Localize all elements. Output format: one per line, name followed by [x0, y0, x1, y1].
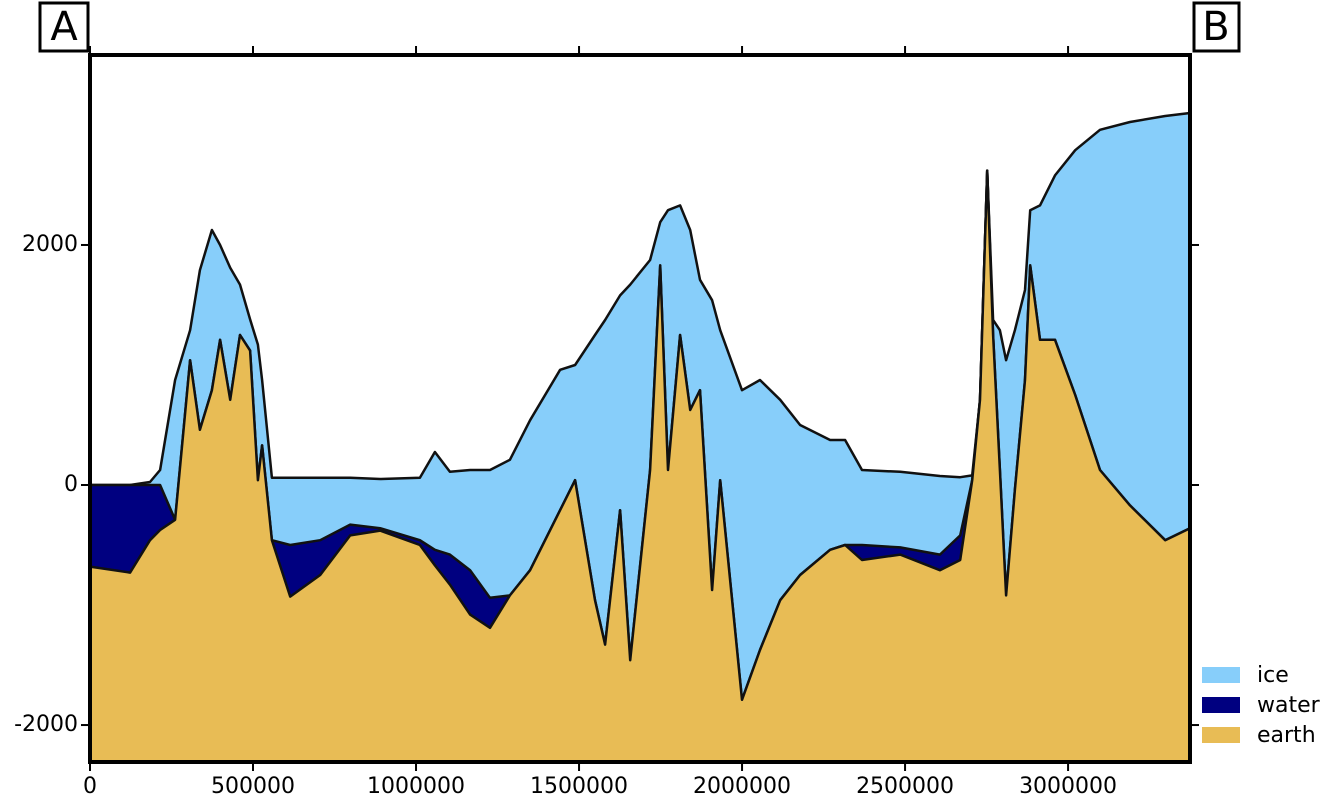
label-box — [1192, 1, 1241, 53]
legend-swatch — [1202, 667, 1240, 683]
legend-label: ice — [1257, 663, 1289, 688]
legend-label: water — [1257, 693, 1321, 718]
x-tick-label: 500000 — [211, 774, 295, 799]
end-label: B — [1202, 4, 1229, 50]
legend-label: earth — [1257, 723, 1316, 748]
x-tick-label: 1000000 — [367, 774, 465, 799]
y-tick-label: 2000 — [22, 232, 78, 257]
areas — [88, 111, 1192, 764]
x-tick-label: 1500000 — [530, 774, 628, 799]
x-tick-label: 2500000 — [856, 774, 954, 799]
legend-swatch — [1202, 697, 1240, 713]
y-tick-label: -2000 — [14, 712, 78, 737]
area — [88, 169, 1192, 764]
x-tick-label: 2000000 — [693, 774, 791, 799]
start-label: A — [50, 4, 78, 50]
label-box — [38, 1, 90, 53]
y-tick-label: 0 — [64, 472, 78, 497]
x-tick-label: 3000000 — [1019, 774, 1117, 799]
frame — [88, 53, 1192, 764]
x-tick-label: 0 — [83, 774, 97, 799]
legend-swatch — [1202, 727, 1240, 743]
